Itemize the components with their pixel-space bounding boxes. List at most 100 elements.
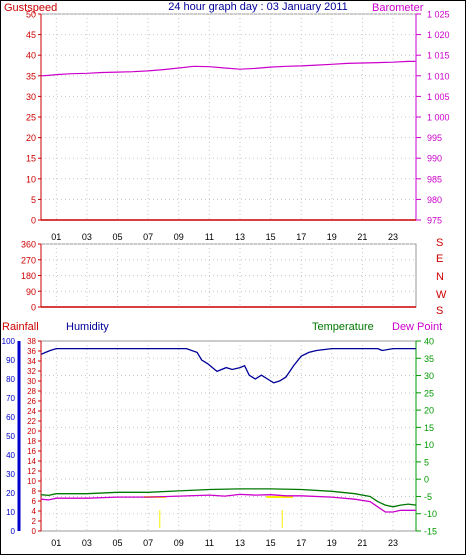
hour-tick-label: 21 bbox=[357, 538, 367, 548]
dew-point-line bbox=[40, 493, 416, 513]
humidity-tick-label: 20 bbox=[6, 489, 15, 498]
rainfall-tick-label: 30 bbox=[27, 377, 36, 386]
gust-tick-labels: 0 5 10 15 20 25 30 35 40 45 50 bbox=[26, 10, 42, 226]
hour-tick-label: 03 bbox=[82, 232, 92, 242]
bottom-legend: Rainfall Humidity Temperature Dew Point bbox=[2, 321, 442, 333]
humidity-tick-label: 10 bbox=[6, 508, 15, 517]
temperature-humidity-series bbox=[40, 347, 417, 513]
temperature-tick-label: -5 bbox=[424, 492, 432, 502]
barometer-tick-label: 985 bbox=[427, 174, 442, 184]
temperature-line bbox=[40, 488, 417, 508]
rainfall-tick-label: 12 bbox=[27, 467, 36, 476]
compass-letter: S bbox=[436, 305, 443, 317]
temperature-tick-label: 25 bbox=[424, 388, 434, 398]
wind-grid bbox=[41, 243, 416, 307]
barometer-axis-title: Barometer bbox=[372, 2, 424, 14]
hour-tick-label: 05 bbox=[113, 538, 123, 548]
gust-tick-label: 45 bbox=[26, 30, 36, 40]
rainfall-tick-label: 28 bbox=[27, 387, 36, 396]
wind-degree-tick-label: 180 bbox=[21, 271, 36, 281]
barometer-tick-label: 1 020 bbox=[427, 30, 450, 40]
barometer-tick-label: 1 000 bbox=[427, 113, 450, 123]
rainfall-tick-label: 16 bbox=[27, 447, 36, 456]
rainfall-tick-label: 20 bbox=[27, 427, 36, 436]
pressure-series bbox=[40, 60, 416, 221]
temperature-tick-labels: -15 -10 -5 0 5 10 15 20 25 30 35 40 bbox=[415, 337, 437, 537]
hour-tick-label: 15 bbox=[266, 538, 276, 548]
hour-tick-label: 13 bbox=[235, 232, 245, 242]
temperature-tick-label: 20 bbox=[424, 406, 434, 416]
hour-tick-label: 07 bbox=[143, 538, 153, 548]
chart-title: 24 hour graph day : 03 January 2011 bbox=[168, 1, 348, 13]
hour-tick-labels-top: 01 03 05 07 09 11 13 15 17 19 21 23 bbox=[51, 232, 398, 242]
wind-degree-tick-label: 0 bbox=[31, 303, 36, 313]
rainfall-tick-label: 10 bbox=[27, 477, 36, 486]
temperature-tick-label: 10 bbox=[424, 440, 434, 450]
gust-tick-label: 30 bbox=[26, 92, 36, 102]
rainfall-tick-label: 26 bbox=[27, 397, 36, 406]
hour-tick-label: 17 bbox=[296, 538, 306, 548]
rainfall-tick-label: 14 bbox=[27, 457, 36, 466]
gust-tick-label: 10 bbox=[26, 174, 36, 184]
hour-tick-label: 11 bbox=[205, 538, 214, 548]
rainfall-tick-label: 22 bbox=[27, 417, 36, 426]
hour-tick-label: 17 bbox=[296, 232, 306, 242]
gust-tick-label: 20 bbox=[26, 133, 36, 143]
temperature-tick-label: 30 bbox=[424, 371, 434, 381]
temperature-tick-label: 15 bbox=[424, 423, 434, 433]
humidity-tick-label: 100 bbox=[2, 337, 16, 346]
barometer-tick-label: 995 bbox=[427, 133, 442, 143]
gustspeed-axis-title: Gustspeed bbox=[4, 2, 57, 14]
hour-tick-label: 19 bbox=[327, 538, 337, 548]
gust-tick-label: 5 bbox=[31, 195, 36, 205]
compass-letter: N bbox=[436, 271, 444, 283]
hour-tick-label: 19 bbox=[327, 232, 337, 242]
humidity-tick-label: 30 bbox=[6, 470, 15, 479]
hour-tick-label: 07 bbox=[143, 232, 153, 242]
temperature-tick-label: 5 bbox=[424, 457, 429, 467]
compass-letter: E bbox=[436, 253, 443, 265]
barometer-line bbox=[40, 60, 416, 77]
barometer-tick-label: 1 005 bbox=[427, 92, 450, 102]
hour-tick-label: 11 bbox=[205, 232, 214, 242]
humidity-tick-label: 60 bbox=[6, 413, 15, 422]
rainfall-tick-label: 32 bbox=[27, 367, 36, 376]
barometer-tick-labels: 975 980 985 990 995 1 000 1 005 1 010 1 015 1 020… bbox=[415, 10, 450, 226]
humidity-tick-label: 50 bbox=[6, 432, 15, 441]
temperature-grid bbox=[41, 341, 416, 531]
hour-tick-labels-bottom: 01 03 05 07 09 11 13 15 17 19 21 23 bbox=[51, 538, 398, 548]
barometer-tick-label: 1 025 bbox=[427, 10, 450, 20]
rainfall-tick-label: 36 bbox=[27, 347, 36, 356]
rainfall-tick-label: 2 bbox=[32, 517, 37, 526]
rainfall-tick-label: 18 bbox=[27, 437, 36, 446]
rainfall-tick-label: 0 bbox=[32, 527, 37, 536]
humidity-tick-label: 80 bbox=[6, 375, 15, 384]
humidity-line bbox=[40, 347, 416, 384]
gust-tick-label: 15 bbox=[26, 154, 36, 164]
rainfall-tick-label: 38 bbox=[27, 337, 36, 346]
hour-tick-label: 09 bbox=[174, 538, 184, 548]
legend-dew-point: Dew Point bbox=[392, 321, 442, 333]
pressure-grid bbox=[41, 13, 416, 220]
temperature-tick-label: -15 bbox=[424, 527, 437, 537]
wind-degree-tick-label: 90 bbox=[26, 287, 36, 297]
hour-tick-label: 21 bbox=[357, 232, 367, 242]
temperature-tick-label: -10 bbox=[424, 509, 437, 519]
hour-tick-label: 13 bbox=[235, 538, 245, 548]
rainfall-tick-label: 24 bbox=[27, 407, 36, 416]
temperature-panel-frame bbox=[40, 340, 417, 532]
gust-tick-label: 0 bbox=[31, 216, 36, 226]
humidity-tick-labels: 0 10 20 30 40 50 60 70 80 90 100 bbox=[2, 337, 21, 536]
hour-tick-label: 05 bbox=[113, 232, 123, 242]
temperature-tick-label: 40 bbox=[424, 337, 434, 347]
legend-humidity: Humidity bbox=[66, 321, 109, 333]
legend-rainfall: Rainfall bbox=[2, 321, 39, 333]
rainfall-tick-label: 34 bbox=[27, 357, 36, 366]
rainfall-tick-label: 8 bbox=[32, 487, 37, 496]
wind-degree-tick-label: 270 bbox=[21, 255, 36, 265]
